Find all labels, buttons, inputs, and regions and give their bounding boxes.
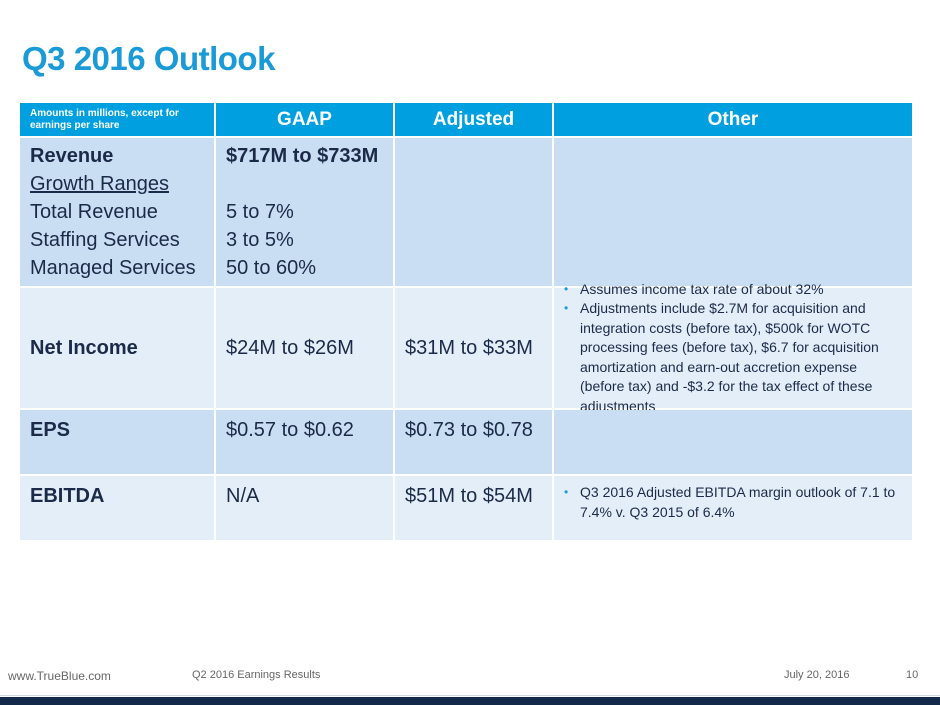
table-row-eps: EPS $0.57 to $0.62 $0.73 to $0.78 xyxy=(20,410,912,474)
bullet-icon: • xyxy=(564,301,569,316)
footer-bar xyxy=(0,697,940,705)
outlook-table: Amounts in millions, except for earnings… xyxy=(20,103,912,542)
adjusted-value: $51M to $54M xyxy=(395,476,552,540)
footer-divider xyxy=(0,695,940,696)
bullet-item: • Q3 2016 Adjusted EBITDA margin outlook … xyxy=(564,483,902,522)
item-value: 5 to 7% xyxy=(226,201,294,223)
gaap-value: N/A xyxy=(216,476,393,540)
row-label: Net Income xyxy=(20,288,214,408)
table-row-ebitda: EBITDA N/A $51M to $54M • Q3 2016 Adjuste… xyxy=(20,476,912,540)
table-header: Amounts in millions, except for earnings… xyxy=(20,103,912,136)
gaap-value: $24M to $26M xyxy=(216,288,393,408)
revenue-gaap: $717M to $733M xyxy=(226,145,379,167)
item-label: Managed Services xyxy=(30,257,196,279)
gaap-value: $0.57 to $0.62 xyxy=(216,410,393,474)
item-label: Staffing Services xyxy=(30,229,180,251)
footer-date: July 20, 2016 xyxy=(784,669,850,681)
item-label: Total Revenue xyxy=(30,201,158,223)
row-label: EBITDA xyxy=(20,476,214,540)
bullet-item: • Adjustments include $2.7M for acquisiti… xyxy=(564,299,902,416)
table-row-net-income: Net Income $24M to $26M $31M to $33M • As… xyxy=(20,281,912,414)
table-row-revenue: Revenue Growth Ranges Total Revenue Staf… xyxy=(20,138,912,286)
bullet-icon: • xyxy=(564,281,569,296)
row-label: EPS xyxy=(20,410,214,474)
item-value: 50 to 60% xyxy=(226,257,317,279)
header-note: Amounts in millions, except for earnings… xyxy=(20,103,214,136)
footer-website: www.TrueBlue.com xyxy=(8,669,111,683)
header-gaap: GAAP xyxy=(216,103,393,136)
footer-deck-title: Q2 2016 Earnings Results xyxy=(192,669,321,681)
adjusted-value: $0.73 to $0.78 xyxy=(395,410,552,474)
header-other: Other xyxy=(554,103,912,136)
adjusted-value: $31M to $33M xyxy=(395,288,552,408)
bullet-item: • Assumes income tax rate of about 32% xyxy=(564,280,902,300)
page-title: Q3 2016 Outlook xyxy=(22,40,275,77)
header-adjusted: Adjusted xyxy=(395,103,552,136)
growth-ranges-label: Growth Ranges xyxy=(30,173,169,195)
footer-page-number: 10 xyxy=(906,669,919,681)
row-label: Revenue xyxy=(30,145,114,167)
item-value: 3 to 5% xyxy=(226,229,294,251)
bullet-icon: • xyxy=(564,485,569,499)
